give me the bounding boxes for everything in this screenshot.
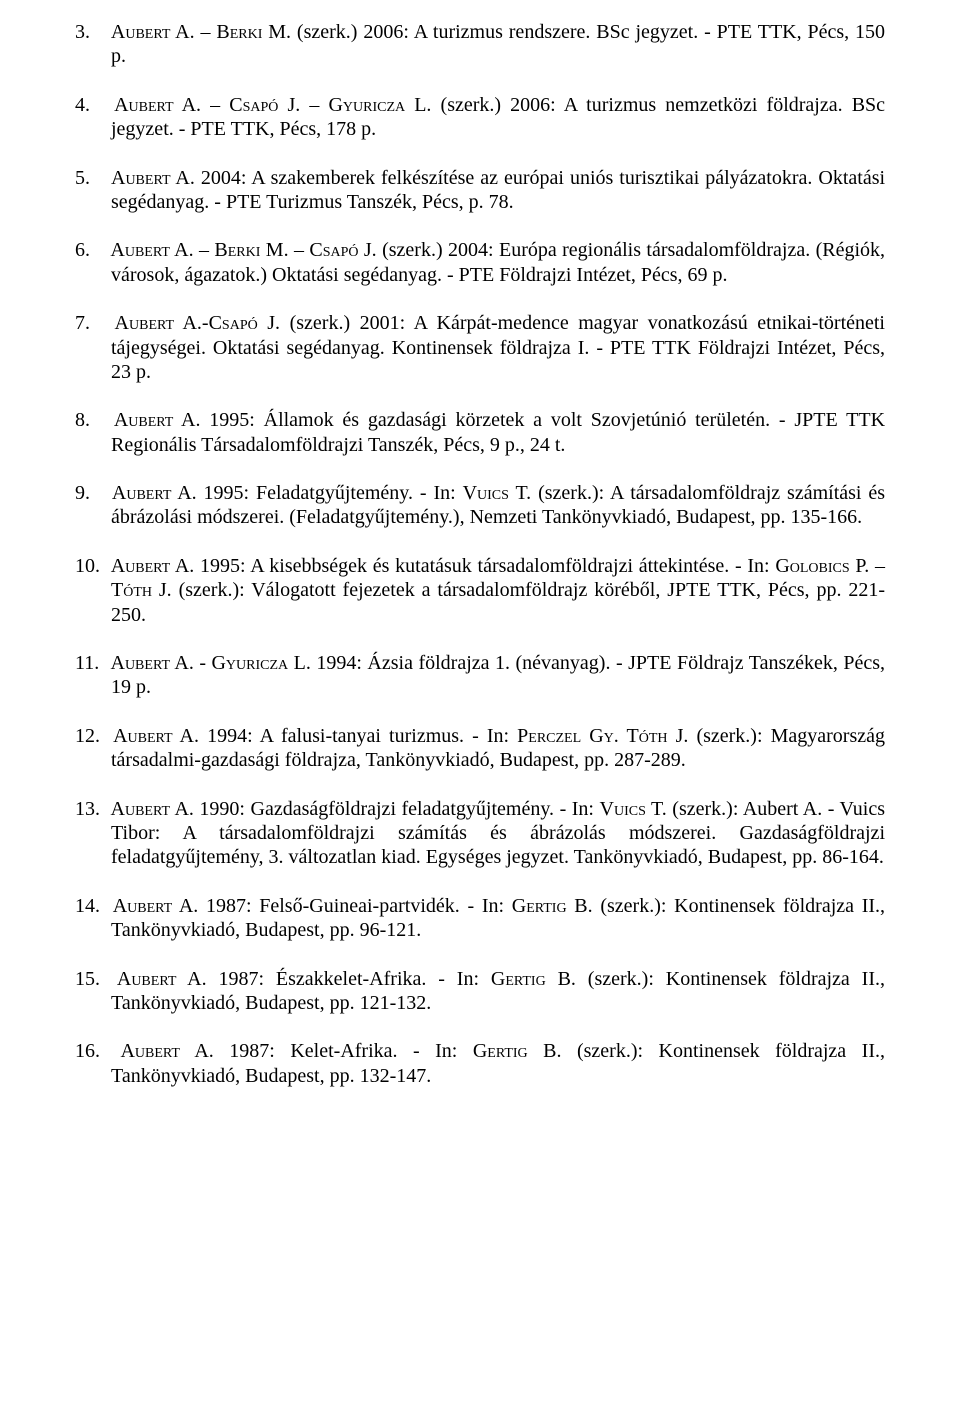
in-editors: Perczel Gy. Tóth J. xyxy=(517,725,688,747)
reference-item: Aubert A. 1987: Felső-Guineai-partvidék.… xyxy=(75,894,885,943)
role: (szerk.) xyxy=(441,94,502,116)
title: Északkelet-Afrika. xyxy=(276,968,426,990)
year: 1995 xyxy=(204,482,244,504)
title: Ázsia földrajza 1. (névanyag). xyxy=(367,652,610,674)
authors: Aubert A. xyxy=(117,968,207,990)
reference-item: Aubert A. 1994: A falusi-tanyai turizmus… xyxy=(75,724,885,773)
authors: Aubert A.-Csapó J. xyxy=(115,312,281,334)
authors: Aubert A. xyxy=(111,167,195,189)
reference-item: Aubert A. 1995: Államok és gazdasági kör… xyxy=(75,408,885,457)
in-title: Kontinensek földrajza II. xyxy=(659,1040,880,1062)
pub: - PTE Turizmus Tanszék, Pécs, p. 78. xyxy=(214,191,513,213)
authors: Aubert A. – Berki M. – Csapó J. xyxy=(110,239,376,261)
year: 1995 xyxy=(209,409,249,431)
reference-item: Aubert A. 1987: Északkelet-Afrika. - In:… xyxy=(75,967,885,1016)
authors: Aubert A. - Gyuricza L. xyxy=(111,652,311,674)
year: 1995 xyxy=(200,555,240,577)
title: A falusi-tanyai turizmus. xyxy=(260,725,464,747)
role: (szerk.) xyxy=(297,21,358,43)
year: 1990 xyxy=(199,798,239,820)
reference-item: Aubert A. – Berki M. (szerk.) 2006: A tu… xyxy=(75,20,885,69)
title: A turizmus rendszere. BSc jegyzet. xyxy=(414,21,699,43)
in-title: Válogatott fejezetek a társadalomföldraj… xyxy=(251,579,655,601)
year: 1987 xyxy=(206,895,246,917)
reference-item: Aubert A.-Csapó J. (szerk.) 2001: A Kárp… xyxy=(75,311,885,384)
pub: Tankönyvkiadó, Budapest, pp. 86-164. xyxy=(569,846,884,868)
title: Kelet-Afrika. xyxy=(290,1040,397,1062)
pub: , Nemzeti Tankönyvkiadó, Budapest, pp. 1… xyxy=(460,506,863,528)
in-editors: Gertig B. xyxy=(512,895,593,917)
reference-item: Aubert A. 1987: Kelet-Afrika. - In: Gert… xyxy=(75,1039,885,1088)
year: 1987 xyxy=(229,1040,269,1062)
in-role: (szerk.) xyxy=(179,579,240,601)
role: (szerk.) xyxy=(290,312,351,334)
in-editors: Vuics T. xyxy=(600,798,667,820)
authors: Aubert A. – Csapó J. – Gyuricza L. xyxy=(114,94,431,116)
year: 2006 xyxy=(510,94,550,116)
in-editors: Gertig B. xyxy=(491,968,576,990)
authors: Aubert A. xyxy=(113,895,199,917)
title: Államok és gazdasági körzetek a volt Szo… xyxy=(264,409,770,431)
reference-item: Aubert A. - Gyuricza L. 1994: Ázsia föld… xyxy=(75,651,885,700)
authors: Aubert A. xyxy=(111,555,195,577)
authors: Aubert A. – Berki M. xyxy=(111,21,291,43)
in-editors: Vuics T. xyxy=(463,482,532,504)
year: 2006 xyxy=(363,21,403,43)
in-role: (szerk.) xyxy=(588,968,649,990)
in-title: Kontinensek földrajza II. xyxy=(674,895,880,917)
year: 1994 xyxy=(316,652,356,674)
authors: Aubert A. xyxy=(113,725,199,747)
year: 1987 xyxy=(218,968,258,990)
in-role: (szerk.) xyxy=(538,482,599,504)
reference-item: Aubert A. – Csapó J. – Gyuricza L. (szer… xyxy=(75,93,885,142)
in-title: Kontinensek földrajza II. xyxy=(666,968,880,990)
year: 1994 xyxy=(207,725,247,747)
reference-item: Aubert A. – Berki M. – Csapó J. (szerk.)… xyxy=(75,238,885,287)
year: 2004 xyxy=(201,167,241,189)
authors: Aubert A. xyxy=(114,409,201,431)
reference-item: Aubert A. 2004: A szakemberek felkészíté… xyxy=(75,166,885,215)
in-role: (szerk.) xyxy=(696,725,757,747)
authors: Aubert A. xyxy=(120,1040,213,1062)
title: Felső-Guineai-partvidék. xyxy=(259,895,460,917)
role: (szerk.) xyxy=(382,239,443,261)
reference-list: Aubert A. – Berki M. (szerk.) 2006: A tu… xyxy=(75,20,885,1088)
reference-item: Aubert A. 1995: Feladatgyűjtemény. - In:… xyxy=(75,481,885,530)
authors: Aubert A. xyxy=(111,798,194,820)
reference-item: Aubert A. 1995: A kisebbségek és kutatás… xyxy=(75,554,885,627)
pub: - PTE Földrajzi Intézet, Pécs, 69 p. xyxy=(447,264,728,286)
title: Gazdaságföldrajzi feladatgyűjtemény. xyxy=(251,798,555,820)
pub: , Tankönyvkiadó, Budapest, pp. 287-289. xyxy=(356,749,686,771)
authors: Aubert A. xyxy=(112,482,197,504)
year: 2001 xyxy=(360,312,400,334)
title: A kisebbségek és kutatásuk társadalomföl… xyxy=(250,555,729,577)
reference-item: Aubert A. 1990: Gazdaságföldrajzi felada… xyxy=(75,797,885,870)
title: Feladatgyűjtemény. xyxy=(256,482,413,504)
in-editors: Gertig B. xyxy=(473,1040,562,1062)
in-role: (szerk.) xyxy=(672,798,733,820)
in-role: (szerk.) xyxy=(577,1040,638,1062)
year: 2004 xyxy=(448,239,488,261)
in-role: (szerk.) xyxy=(600,895,661,917)
pub: - PTE TTK, Pécs, 178 p. xyxy=(179,118,376,140)
